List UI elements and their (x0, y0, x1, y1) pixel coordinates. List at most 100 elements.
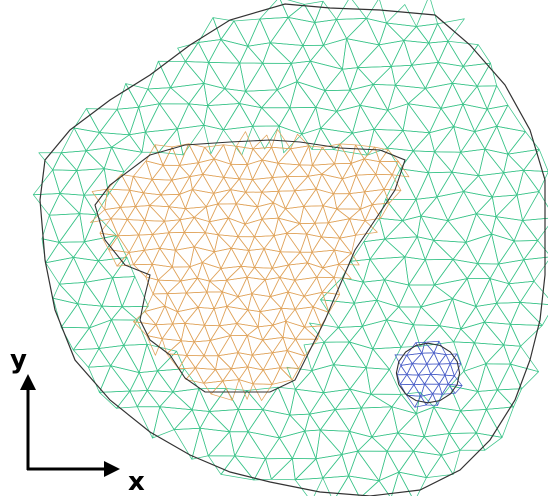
inner-mesh-triangle (299, 251, 313, 264)
hole-mesh-triangle (438, 383, 449, 395)
inner-mesh-triangle (281, 307, 296, 322)
outer-mesh-triangle (384, 220, 418, 240)
outer-mesh-triangle (373, 128, 404, 149)
outer-mesh-triangle (510, 302, 543, 326)
outer-mesh-triangle (439, 298, 462, 330)
outer-mesh-triangle (233, 18, 261, 47)
inner-mesh-triangle (151, 179, 173, 196)
outer-mesh-triangle (191, 409, 210, 429)
inner-mesh-triangle (161, 323, 182, 342)
outer-mesh-triangle (207, 431, 236, 457)
inner-mesh-triangle (314, 222, 329, 238)
outer-mesh-triangle (76, 168, 105, 196)
outer-mesh-triangle (129, 131, 146, 153)
outer-mesh-triangle (413, 450, 442, 478)
hole-mesh-triangle (406, 363, 419, 376)
outer-mesh-triangle (129, 106, 146, 136)
inner-mesh-triangle (210, 380, 233, 401)
outer-mesh-triangle (159, 103, 190, 130)
outer-mesh-triangle (491, 172, 518, 198)
outer-mesh-triangle (101, 305, 123, 321)
inner-mesh-triangle (143, 192, 162, 206)
hole-mesh-triangle (432, 393, 443, 406)
inner-mesh-triangle (120, 206, 136, 220)
outer-domain-mesh (32, 0, 548, 496)
outer-mesh-triangle (434, 278, 468, 299)
inner-mesh-triangle (167, 292, 187, 313)
outer-mesh-triangle (146, 390, 174, 408)
outer-mesh-triangle (157, 368, 185, 393)
inner-mesh-triangle (143, 248, 161, 265)
inner-mesh-triangle (251, 352, 273, 371)
outer-mesh-triangle (503, 153, 524, 174)
inner-mesh-triangle (259, 307, 282, 326)
outer-mesh-triangle (208, 62, 241, 89)
x-axis-arrowhead (104, 461, 120, 477)
outer-mesh-triangle (60, 127, 87, 154)
inner-mesh-triangle (162, 146, 180, 166)
outer-mesh-triangle (73, 257, 99, 283)
inner-mesh-triangle (349, 174, 365, 194)
outer-mesh-triangle (83, 193, 109, 215)
outer-mesh-triangle (510, 323, 543, 347)
outer-mesh-triangle (287, 17, 316, 46)
outer-mesh-triangle (349, 341, 374, 369)
outer-mesh-triangle (152, 406, 175, 439)
outer-mesh-triangle (386, 450, 414, 473)
outer-mesh-triangle (271, 458, 296, 481)
outer-mesh-triangle (129, 372, 148, 392)
inner-mesh-triangle (185, 189, 207, 209)
inner-mesh-triangle (135, 192, 150, 207)
outer-mesh-triangle (477, 263, 499, 279)
outer-mesh-triangle (365, 367, 390, 395)
outer-mesh-triangle (170, 83, 205, 105)
outer-mesh-triangle (440, 433, 461, 456)
inner-mesh-triangle (280, 232, 301, 253)
outer-mesh-triangle (496, 104, 526, 132)
outer-mesh-triangle (176, 103, 205, 130)
outer-mesh-triangle (465, 233, 492, 264)
outer-mesh-triangle (220, 20, 249, 47)
outer-mesh-triangle (478, 172, 504, 198)
outer-mesh-triangle (45, 257, 74, 285)
inner-mesh-triangle (327, 218, 350, 239)
outer-mesh-triangle (239, 45, 264, 64)
outer-mesh-triangle (398, 306, 422, 326)
outer-mesh-triangle (508, 280, 535, 303)
outer-mesh-triangle (404, 236, 426, 261)
outer-mesh-triangle (99, 365, 131, 393)
outer-mesh-triangle (292, 430, 317, 460)
inner-mesh-triangle (132, 176, 153, 194)
inner-mesh-triangle (202, 174, 225, 194)
outer-mesh-triangle (369, 238, 406, 260)
outer-mesh-triangle (491, 194, 518, 217)
outer-mesh-triangle (387, 103, 409, 131)
outer-mesh-triangle (234, 431, 266, 460)
outer-mesh-triangle (460, 148, 486, 177)
outer-mesh-triangle (319, 409, 350, 432)
inner-mesh-triangle (278, 208, 301, 224)
hole-mesh-triangle (438, 363, 451, 376)
outer-mesh-triangle (362, 258, 385, 283)
inner-mesh-triangle (252, 146, 272, 161)
inner-mesh-triangle (303, 205, 324, 224)
outer-mesh-triangle (497, 363, 522, 391)
outer-mesh-triangle (84, 277, 114, 307)
outer-mesh-triangle (341, 277, 364, 304)
outer-mesh-triangle (420, 284, 453, 308)
inner-mesh-triangle (235, 191, 258, 208)
outer-mesh-triangle (172, 368, 200, 393)
hole-mesh-triangle (400, 363, 413, 375)
outer-mesh-triangle (462, 62, 491, 87)
outer-mesh-triangle (440, 449, 461, 475)
inner-mesh-triangle (193, 217, 210, 234)
outer-mesh-triangle (341, 431, 359, 455)
outer-mesh-triangle (348, 450, 380, 482)
outer-mesh-triangle (390, 64, 413, 86)
outer-mesh-triangle (360, 406, 393, 438)
outer-mesh-triangle (413, 436, 442, 456)
inner-mesh-triangle (175, 246, 195, 268)
outer-mesh-triangle (516, 169, 540, 196)
outer-mesh-triangle (495, 194, 523, 221)
outer-mesh-triangle (428, 151, 453, 174)
